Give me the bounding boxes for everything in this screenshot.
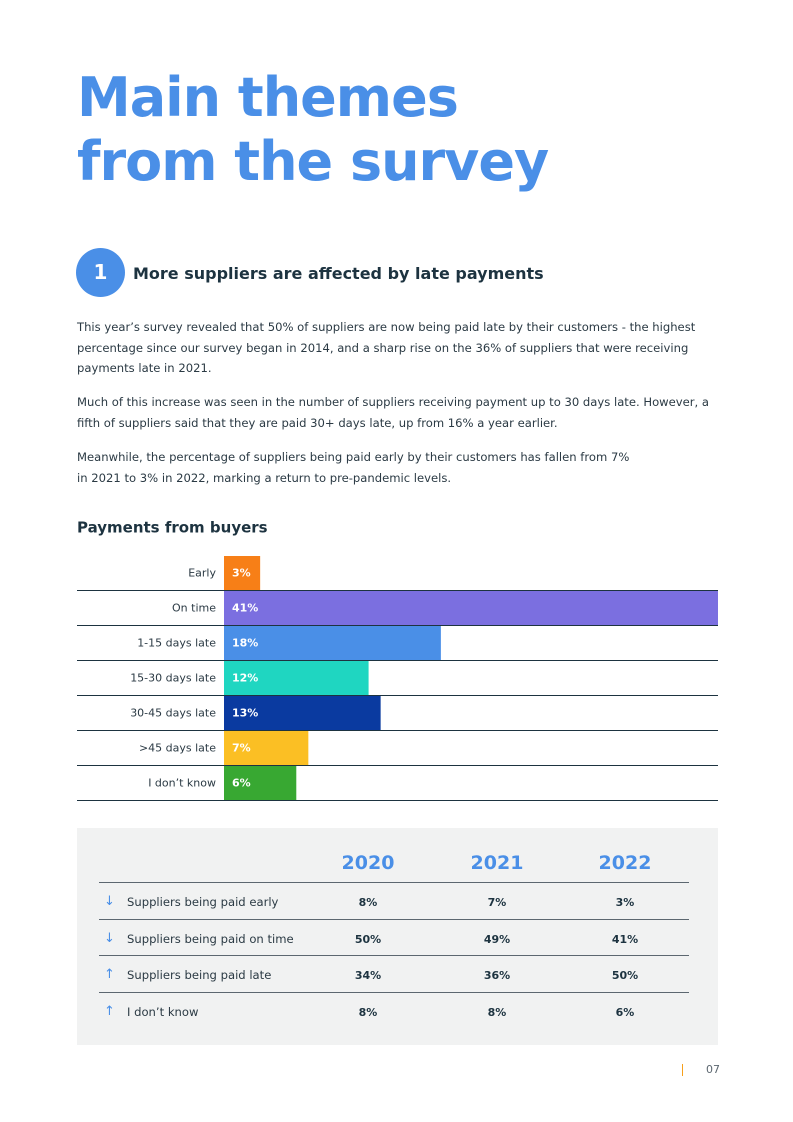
bar (224, 731, 309, 765)
chart: Payments from buyers Early 3% On time 41% 1-… (77, 519, 718, 801)
bar (224, 696, 381, 730)
bar-label: 41% (232, 602, 258, 615)
category-label: 1-15 days late (137, 637, 216, 650)
category-label: On time (172, 602, 216, 615)
arrow-up: ↑ (104, 967, 115, 982)
cell: 36% (483, 969, 511, 982)
cell: 3% (615, 896, 635, 909)
bar (224, 626, 441, 660)
arrow-down: ↓ (104, 931, 115, 946)
bar (224, 661, 369, 695)
rule (99, 919, 689, 920)
paragraph: Much of this increase was seen in the nu… (77, 395, 710, 430)
chart-title: Payments from buyers (77, 519, 268, 537)
column-header: 2020 (341, 852, 395, 874)
cell: 6% (615, 1006, 635, 1019)
bar (224, 766, 297, 800)
arrow-down: ↓ (104, 894, 115, 909)
page-title: Main themes (77, 66, 459, 129)
bar-label: 6% (232, 777, 251, 790)
section-heading: More suppliers are affected by late paym… (133, 264, 544, 283)
bar (224, 556, 261, 590)
cell: 7% (487, 896, 507, 909)
bar-label: 12% (232, 672, 258, 685)
category-label: 30-45 days late (130, 707, 216, 720)
row-label: Suppliers being paid late (127, 968, 272, 982)
page-title: from the survey (77, 130, 549, 193)
category-label: Early (188, 567, 216, 580)
arrow-up: ↑ (104, 1004, 115, 1019)
bar-label: 3% (232, 567, 251, 580)
paragraph: Meanwhile, the percentage of suppliers b… (77, 450, 630, 485)
page-marker (682, 1064, 683, 1076)
table-panel (77, 828, 718, 1045)
cell: 8% (358, 1006, 378, 1019)
cell: 41% (611, 933, 639, 946)
row-label: Suppliers being paid on time (127, 932, 294, 946)
paragraph: This year’s survey revealed that 50% of … (77, 320, 696, 375)
category-label: I don’t know (148, 777, 216, 790)
row-label: Suppliers being paid early (127, 895, 279, 909)
section-number: 1 (76, 248, 125, 297)
column-header: 2022 (598, 852, 652, 874)
cell: 8% (358, 896, 378, 909)
category-label: 15-30 days late (130, 672, 216, 685)
cell: 50% (354, 933, 382, 946)
bar-label: 13% (232, 707, 258, 720)
bar (224, 591, 718, 625)
rule (99, 955, 689, 956)
bar-label: 7% (232, 742, 251, 755)
row-label: I don’t know (127, 1005, 199, 1019)
cell: 49% (483, 933, 511, 946)
cell: 8% (487, 1006, 507, 1019)
page-number: 07 (706, 1063, 720, 1076)
cell: 34% (354, 969, 382, 982)
column-header: 2021 (470, 852, 524, 874)
rule (99, 882, 689, 883)
cell: 50% (611, 969, 639, 982)
category-label: >45 days late (139, 742, 216, 755)
rule (99, 992, 689, 993)
bar-label: 18% (232, 637, 258, 650)
